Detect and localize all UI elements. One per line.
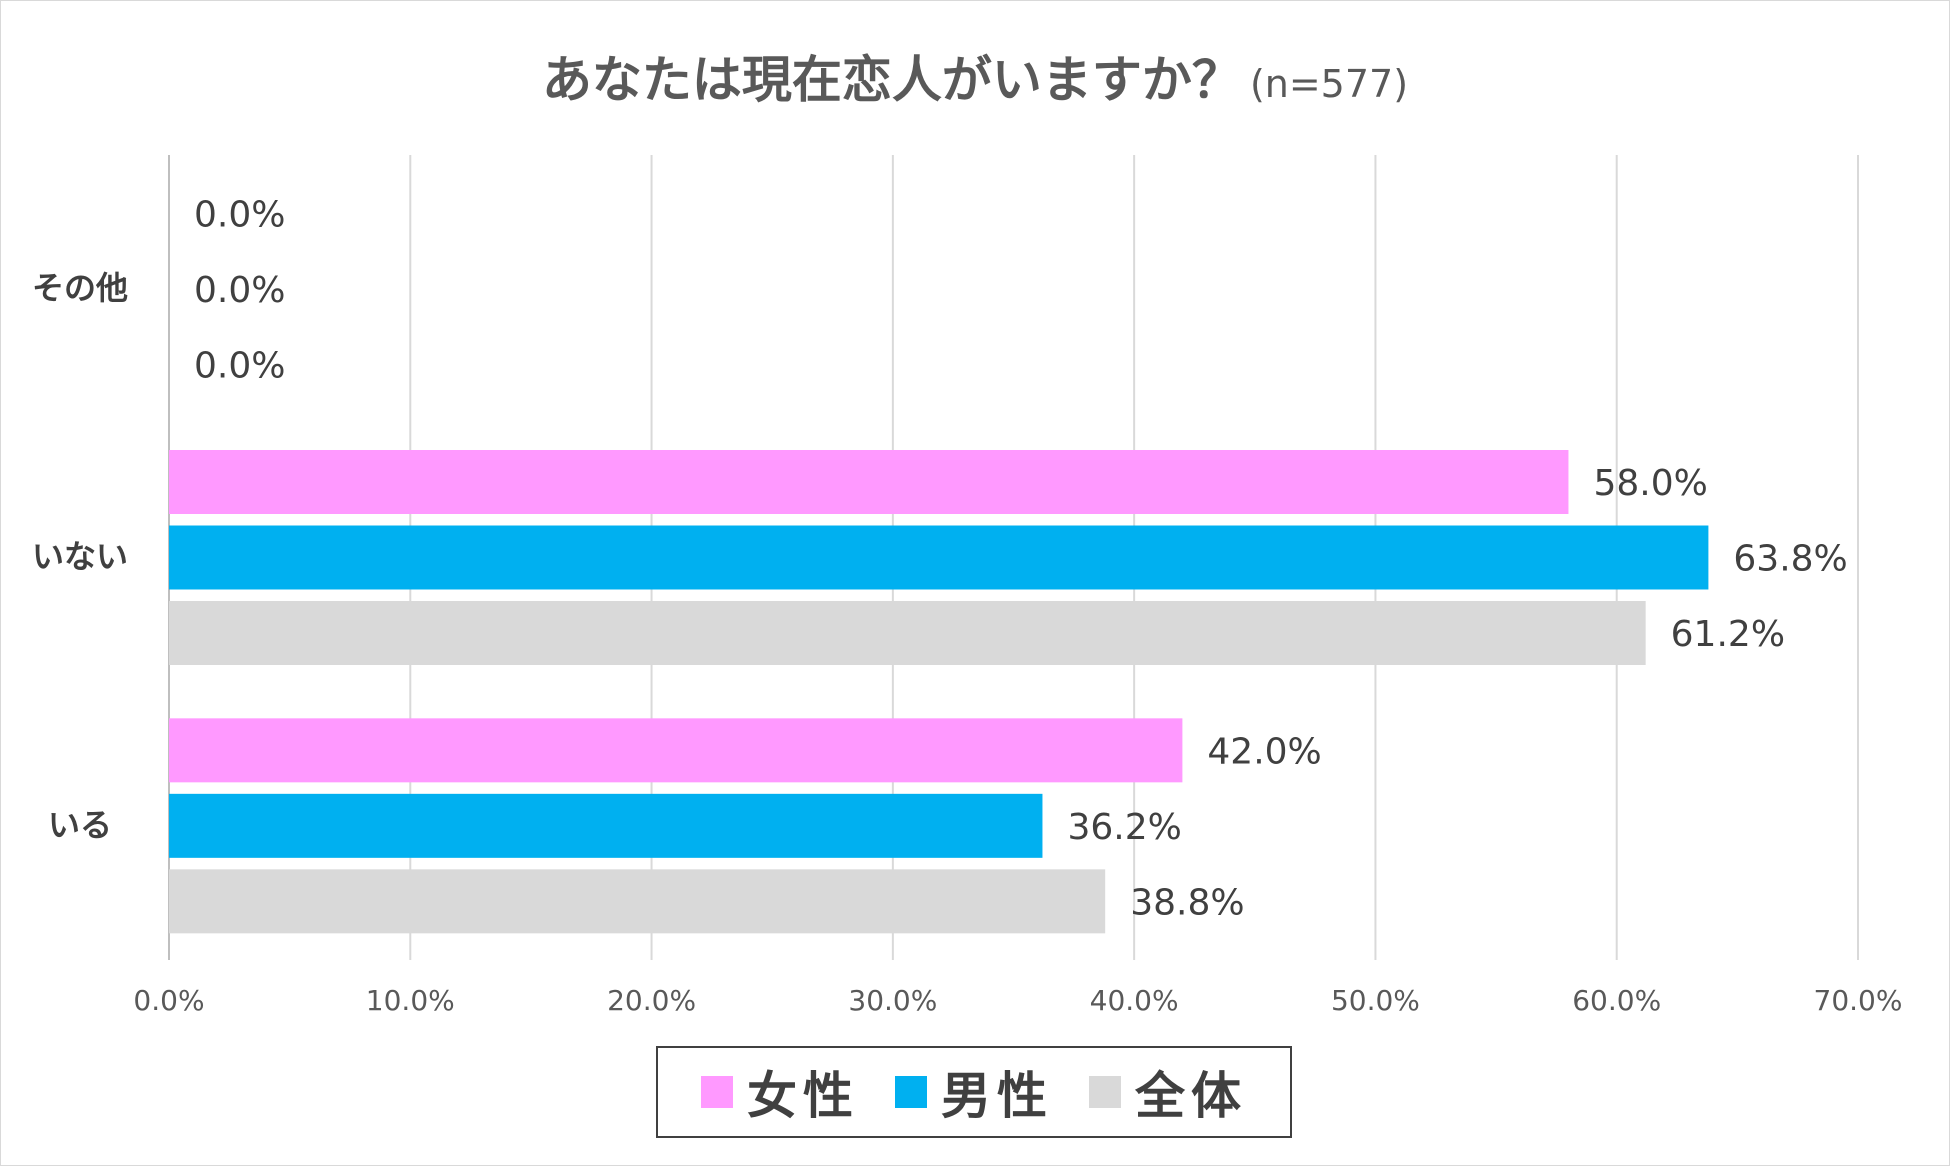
- chart-title-main: あなたは現在恋人がいますか？: [541, 51, 1242, 109]
- legend-item-男性: 男性: [895, 1056, 1053, 1128]
- chart-title-sample-size: (n=577): [1249, 62, 1409, 106]
- x-tick-label-70-0-: 70.0%: [1814, 984, 1903, 1017]
- data-label-その他-女性: 0.0%: [194, 195, 285, 236]
- data-label-いる-全体: 38.8%: [1130, 882, 1244, 923]
- x-tick-label-20-0-: 20.0%: [607, 984, 696, 1017]
- chart-title: あなたは現在恋人がいますか？ (n=577): [0, 40, 1950, 112]
- data-label-いる-男性: 36.2%: [1067, 807, 1181, 848]
- legend-item-全体: 全体: [1089, 1056, 1247, 1128]
- x-tick-label-10-0-: 10.0%: [366, 984, 455, 1017]
- data-label-その他-男性: 0.0%: [194, 270, 285, 311]
- category-label-その他: その他: [32, 269, 128, 307]
- category-label-いる: いる: [48, 806, 112, 844]
- data-label-いない-女性: 58.0%: [1593, 463, 1707, 504]
- legend-swatch-女性: [701, 1076, 733, 1108]
- legend-swatch-男性: [895, 1076, 927, 1108]
- data-label-いない-男性: 63.8%: [1733, 539, 1847, 580]
- data-label-その他-全体: 0.0%: [194, 346, 285, 387]
- x-tick-label-0-0-: 0.0%: [133, 984, 204, 1017]
- bar-いない-全体: [169, 601, 1646, 665]
- chart-legend: 女性 男性 全体: [656, 1046, 1292, 1138]
- bar-いない-女性: [169, 450, 1569, 514]
- data-label-いる-女性: 42.0%: [1207, 731, 1321, 772]
- x-tick-label-50-0-: 50.0%: [1331, 984, 1420, 1017]
- legend-label-全体: 全体: [1135, 1067, 1247, 1125]
- legend-item-女性: 女性: [701, 1056, 859, 1128]
- bar-いる-全体: [169, 869, 1106, 934]
- bar-いる-女性: [169, 718, 1183, 783]
- data-label-いない-全体: 61.2%: [1671, 614, 1785, 655]
- legend-swatch-全体: [1089, 1076, 1121, 1108]
- bar-いない-男性: [169, 525, 1709, 590]
- x-tick-label-60-0-: 60.0%: [1572, 984, 1661, 1017]
- legend-label-女性: 女性: [747, 1067, 859, 1125]
- legend-label-男性: 男性: [941, 1067, 1053, 1125]
- category-label-いない: いない: [32, 538, 128, 576]
- bar-いる-男性: [169, 793, 1043, 858]
- x-tick-label-40-0-: 40.0%: [1090, 984, 1179, 1017]
- x-tick-label-30-0-: 30.0%: [848, 984, 937, 1017]
